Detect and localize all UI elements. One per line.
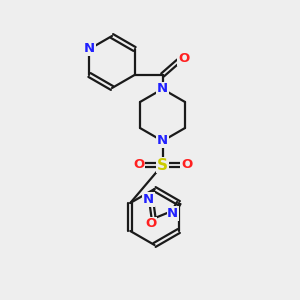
Text: O: O	[145, 217, 156, 230]
Text: N: N	[167, 207, 178, 220]
Text: N: N	[157, 134, 168, 148]
Text: N: N	[84, 43, 95, 56]
Text: S: S	[157, 158, 168, 172]
Text: O: O	[181, 158, 192, 172]
Text: O: O	[178, 52, 189, 65]
Text: O: O	[133, 158, 144, 172]
Text: N: N	[157, 82, 168, 95]
Text: N: N	[143, 193, 154, 206]
